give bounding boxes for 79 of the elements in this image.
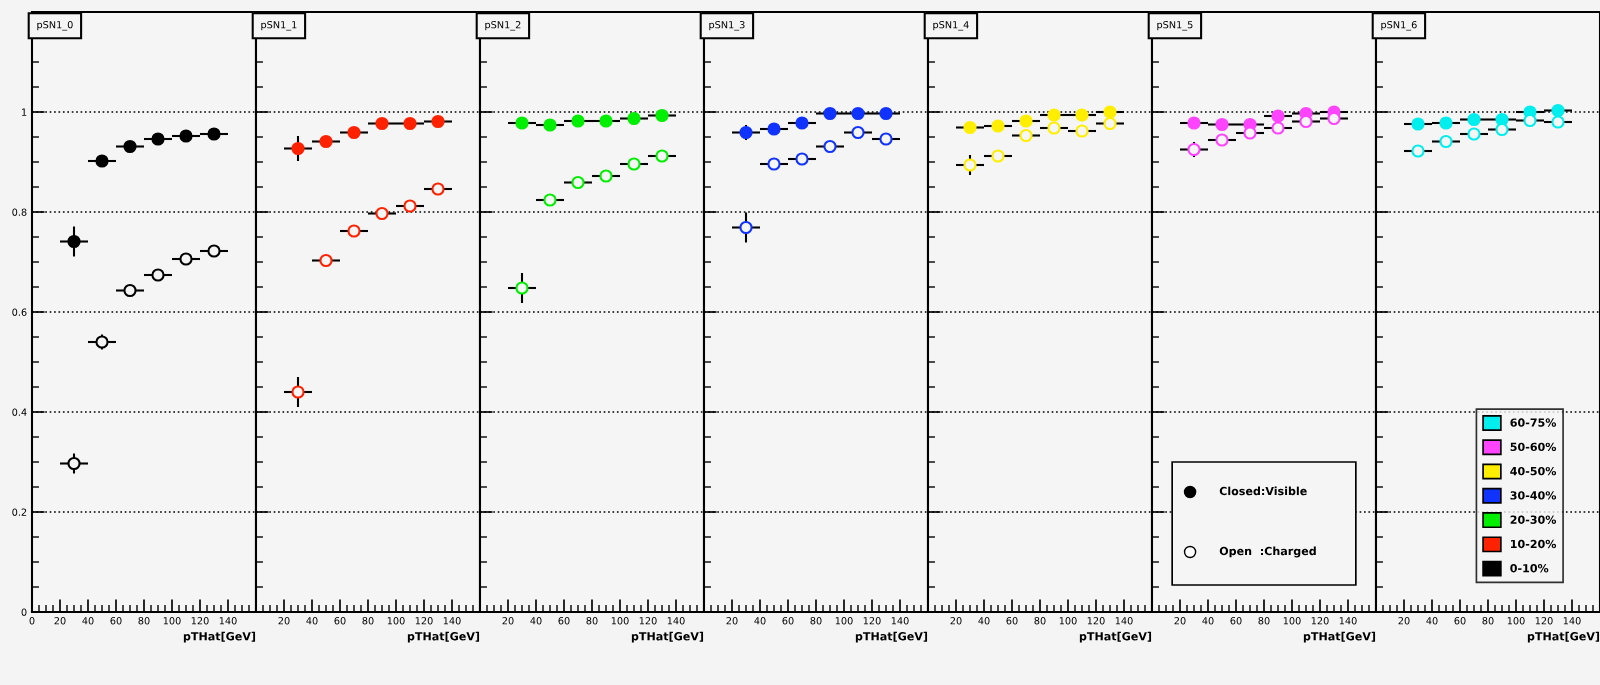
x-tick-label: 140 <box>1115 617 1133 625</box>
legend-label: 0-10% <box>1510 564 1549 573</box>
x-axis-title: pTHat[GeV] <box>631 631 704 643</box>
x-tick-label: 100 <box>1059 617 1077 625</box>
text: pSN1_2 <box>485 21 521 31</box>
x-tick-label: 40 <box>306 617 318 625</box>
x-tick-label: 100 <box>611 617 629 625</box>
x-axis-title: pTHat[GeV] <box>1079 631 1152 643</box>
text: pSN1_0 <box>37 21 73 31</box>
text: pSN1_6 <box>1381 21 1417 31</box>
x-tick-label: 80 <box>810 617 822 625</box>
x-tick-label: 100 <box>387 617 405 625</box>
text: pSN1_1 <box>261 21 297 31</box>
x-tick-label: 120 <box>639 617 657 625</box>
x-tick-label: 120 <box>1311 617 1329 625</box>
x-tick-label: 140 <box>219 617 237 625</box>
y-tick-label: 0.2 <box>12 508 27 516</box>
x-tick-label: 60 <box>782 617 794 625</box>
text: pSN1_3 <box>709 21 745 31</box>
x-tick-label: 60 <box>1230 617 1242 625</box>
x-tick-label: 80 <box>1258 617 1270 625</box>
text: 50-60% <box>1510 442 1557 452</box>
x-tick-label: 120 <box>415 617 433 625</box>
x-tick-label: 140 <box>1339 617 1357 625</box>
x-tick-label: 140 <box>1563 617 1581 625</box>
x-tick-label: 140 <box>667 617 685 625</box>
y-tick-label: 0.8 <box>12 208 27 216</box>
x-tick-label: 60 <box>1006 617 1018 625</box>
x-tick-label: 80 <box>1482 617 1494 625</box>
x-tick-label: 100 <box>835 617 853 625</box>
x-tick-label: 20 <box>1398 617 1410 625</box>
x-tick-label: 80 <box>1034 617 1046 625</box>
x-tick-label: 20 <box>502 617 514 625</box>
x-tick-label: 40 <box>82 617 94 625</box>
x-tick-label: 40 <box>1426 617 1438 625</box>
y-tick-label: 1 <box>22 108 27 116</box>
y-tick-label: 0.6 <box>12 308 27 316</box>
text: pSN1_4 <box>933 21 969 31</box>
x-tick-label: 60 <box>110 617 122 625</box>
x-tick-label: 140 <box>443 617 461 625</box>
x-tick-label: 80 <box>586 617 598 625</box>
x-tick-label: 40 <box>1202 617 1214 625</box>
text: 20-30% <box>1510 515 1557 524</box>
x-tick-label: 20 <box>1174 617 1186 625</box>
y-tick-label: 0.4 <box>12 408 27 416</box>
x-tick-label: 20 <box>950 617 962 625</box>
text: 60-75% <box>1510 418 1557 427</box>
x-tick-label: 60 <box>334 617 346 625</box>
annotation: Closed:Visible <box>1219 486 1307 496</box>
x-tick-label: 60 <box>558 617 570 625</box>
text: pSN1_5 <box>1157 21 1193 31</box>
x-tick-label: 100 <box>1283 617 1301 625</box>
x-tick-label: 40 <box>978 617 990 625</box>
x-tick-label: 140 <box>891 617 909 625</box>
x-tick-label: 120 <box>1535 617 1553 625</box>
x-tick-label: 100 <box>163 617 181 625</box>
x-tick-label: 60 <box>1454 617 1466 625</box>
x-axis-title: pTHat[GeV] <box>855 631 928 643</box>
x-axis-title: pTHat[GeV] <box>407 631 480 643</box>
x-tick-label: 80 <box>362 617 374 625</box>
x-axis-title: pTHat[GeV] <box>1527 631 1600 643</box>
x-tick-label: 0 <box>29 617 35 625</box>
x-tick-label: 120 <box>863 617 881 625</box>
x-tick-label: 20 <box>54 617 66 625</box>
text: 40-50% <box>1510 466 1557 476</box>
y-tick-label: 0 <box>21 608 27 616</box>
x-tick-label: 40 <box>530 617 542 625</box>
x-tick-label: 20 <box>726 617 738 625</box>
x-tick-label: 20 <box>278 617 290 625</box>
x-axis-title: pTHat[GeV] <box>1303 631 1376 643</box>
x-tick-label: 100 <box>1507 617 1525 625</box>
x-tick-label: 120 <box>1087 617 1105 625</box>
annotation: Open :Charged <box>1219 546 1316 558</box>
text: 10-20% <box>1511 539 1557 549</box>
x-tick-label: 80 <box>138 617 150 625</box>
x-tick-label: 40 <box>754 617 766 625</box>
text: 30-40% <box>1510 491 1557 500</box>
x-tick-label: 120 <box>191 617 209 625</box>
x-axis-title: pTHat[GeV] <box>183 631 256 643</box>
